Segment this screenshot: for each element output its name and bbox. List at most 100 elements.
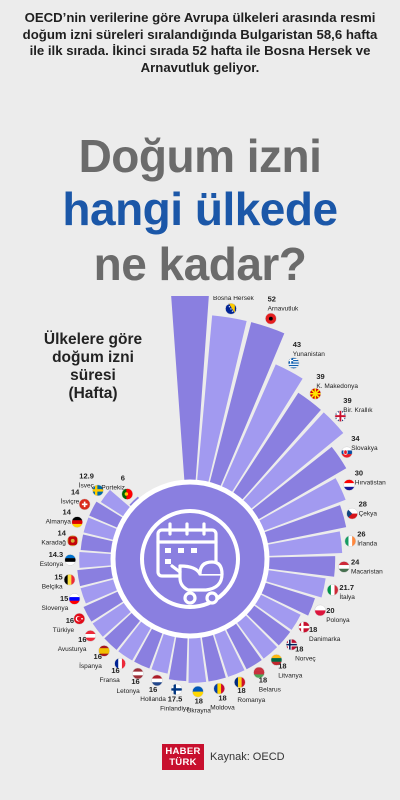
flag-icon-33 — [92, 484, 104, 497]
bar-10 — [249, 556, 336, 577]
country-label-6: Slovakya — [351, 445, 378, 452]
flag-icon-30 — [66, 535, 79, 547]
country-label-25: Avusturya — [58, 646, 87, 653]
value-label-23: 16 — [111, 666, 119, 675]
country-label-22: Letonya — [117, 688, 141, 695]
country-label-7: Hırvatistan — [355, 480, 386, 487]
logo-line-2: TÜRK — [169, 757, 197, 768]
flag-icon-5 — [334, 410, 347, 422]
flag-icon-12 — [314, 604, 326, 617]
country-label-12: Polonya — [326, 617, 350, 624]
country-label-9: İrlanda — [357, 539, 377, 548]
value-label-22: 16 — [131, 677, 139, 686]
flag-icon-23 — [114, 657, 126, 670]
flag-icon-11 — [326, 584, 339, 596]
country-label-16: Belarus — [259, 686, 282, 693]
radial-bar-chart: 58.6Bulgaristan52Bosna Hersek52Arnavutlu… — [40, 296, 386, 715]
bar-1 — [195, 315, 247, 501]
flag-icon-21 — [151, 674, 163, 687]
flag-icon-27 — [68, 593, 81, 605]
value-label-8: 28 — [359, 500, 367, 509]
country-label-21: Hollanda — [140, 696, 166, 703]
country-label-4: K. Makedonya — [316, 383, 358, 390]
country-label-11: İtalya — [339, 592, 355, 601]
country-label-24: İspanya — [79, 661, 102, 670]
flag-icon-7 — [343, 479, 355, 491]
bar-0 — [171, 296, 209, 500]
country-label-3: Yunanistan — [293, 351, 326, 358]
flag-icon-26 — [73, 612, 86, 625]
country-label-13: Danimarka — [309, 636, 341, 643]
country-label-26: Türkiye — [53, 627, 75, 634]
logo-line-1: HABER — [165, 746, 201, 757]
country-label-8: Çekya — [359, 511, 378, 518]
country-label-28: Belçika — [42, 583, 63, 590]
headline-line-1: Doğum izni — [78, 130, 322, 182]
value-label-25: 16 — [78, 635, 86, 644]
bar-6 — [237, 446, 347, 529]
flag-icon-18 — [213, 682, 225, 695]
value-label-10: 24 — [351, 558, 360, 567]
country-label-29: Estonya — [40, 561, 64, 568]
value-label-9: 26 — [357, 530, 365, 539]
value-label-20: 17.5 — [168, 694, 183, 703]
source-text: Kaynak: OECD — [210, 751, 285, 763]
country-label-18: Moldova — [210, 704, 235, 711]
country-label-34: Portekiz — [101, 484, 124, 491]
labels-group: 58.6Bulgaristan52Bosna Hersek52Arnavutlu… — [40, 296, 386, 715]
bar-9 — [249, 531, 343, 557]
flag-icon-15 — [270, 654, 283, 666]
value-label-21: 16 — [149, 685, 157, 694]
country-label-31: Almanya — [46, 518, 72, 525]
bar-5 — [230, 412, 344, 521]
country-label-15: Litvanya — [278, 672, 303, 679]
flag-icon-24 — [98, 645, 110, 657]
flag-icon-13 — [298, 621, 310, 633]
value-label-7: 30 — [355, 469, 363, 478]
value-label-28: 15 — [54, 572, 62, 581]
value-label-30: 14 — [58, 529, 67, 538]
value-label-5: 39 — [343, 396, 351, 405]
country-label-14: Norveç — [295, 655, 316, 662]
calendar-with-baby-stroller-icon — [156, 522, 224, 605]
value-label-11: 21.7 — [339, 583, 354, 592]
flag-icon-19 — [192, 685, 204, 698]
value-label-4: 39 — [316, 372, 324, 381]
flag-icon-16 — [253, 666, 265, 679]
chart-title-line-3: süresi — [70, 367, 116, 384]
chart-title-line-1: Ülkelere göre — [43, 331, 143, 348]
value-label-14: 18 — [295, 644, 303, 653]
country-label-32: İsviçre — [61, 496, 80, 505]
country-label-33: İsveç — [79, 480, 95, 489]
headline-line-2: hangi ülkede — [62, 183, 338, 235]
flag-icon-34 — [121, 488, 134, 500]
flag-icon-31 — [71, 516, 83, 528]
value-label-18: 18 — [218, 693, 226, 702]
country-label-10: Macaristan — [351, 569, 383, 576]
flag-icon-9 — [344, 535, 357, 547]
value-label-19: 18 — [195, 697, 203, 706]
flag-icon-14 — [285, 638, 298, 651]
bar-4 — [222, 392, 321, 514]
flag-icon-28 — [63, 573, 76, 586]
country-label-20: Finlandiya — [160, 705, 190, 712]
flag-icon-22 — [132, 667, 144, 680]
value-label-24: 16 — [94, 652, 102, 661]
flag-icon-1 — [225, 302, 237, 315]
value-label-12: 20 — [326, 606, 334, 615]
country-label-17: Romanya — [237, 697, 265, 704]
flag-icon-25 — [84, 630, 97, 642]
flag-icon-10 — [338, 561, 350, 573]
value-label-29: 14.3 — [49, 550, 64, 559]
flag-icon-6 — [341, 446, 353, 459]
flag-icon-29 — [64, 554, 76, 566]
value-label-16: 18 — [259, 675, 267, 684]
value-label-6: 34 — [351, 434, 360, 443]
haberturk-logo: HABER TÜRK — [162, 744, 204, 770]
chart-title-line-2: doğum izni — [52, 349, 134, 366]
flag-icon-3 — [287, 357, 300, 369]
bar-8 — [246, 505, 347, 547]
value-label-27: 15 — [60, 594, 68, 603]
intro-text: OECD’nin verilerine göre Avrupa ülkeleri… — [22, 10, 378, 75]
value-label-17: 18 — [237, 686, 245, 695]
